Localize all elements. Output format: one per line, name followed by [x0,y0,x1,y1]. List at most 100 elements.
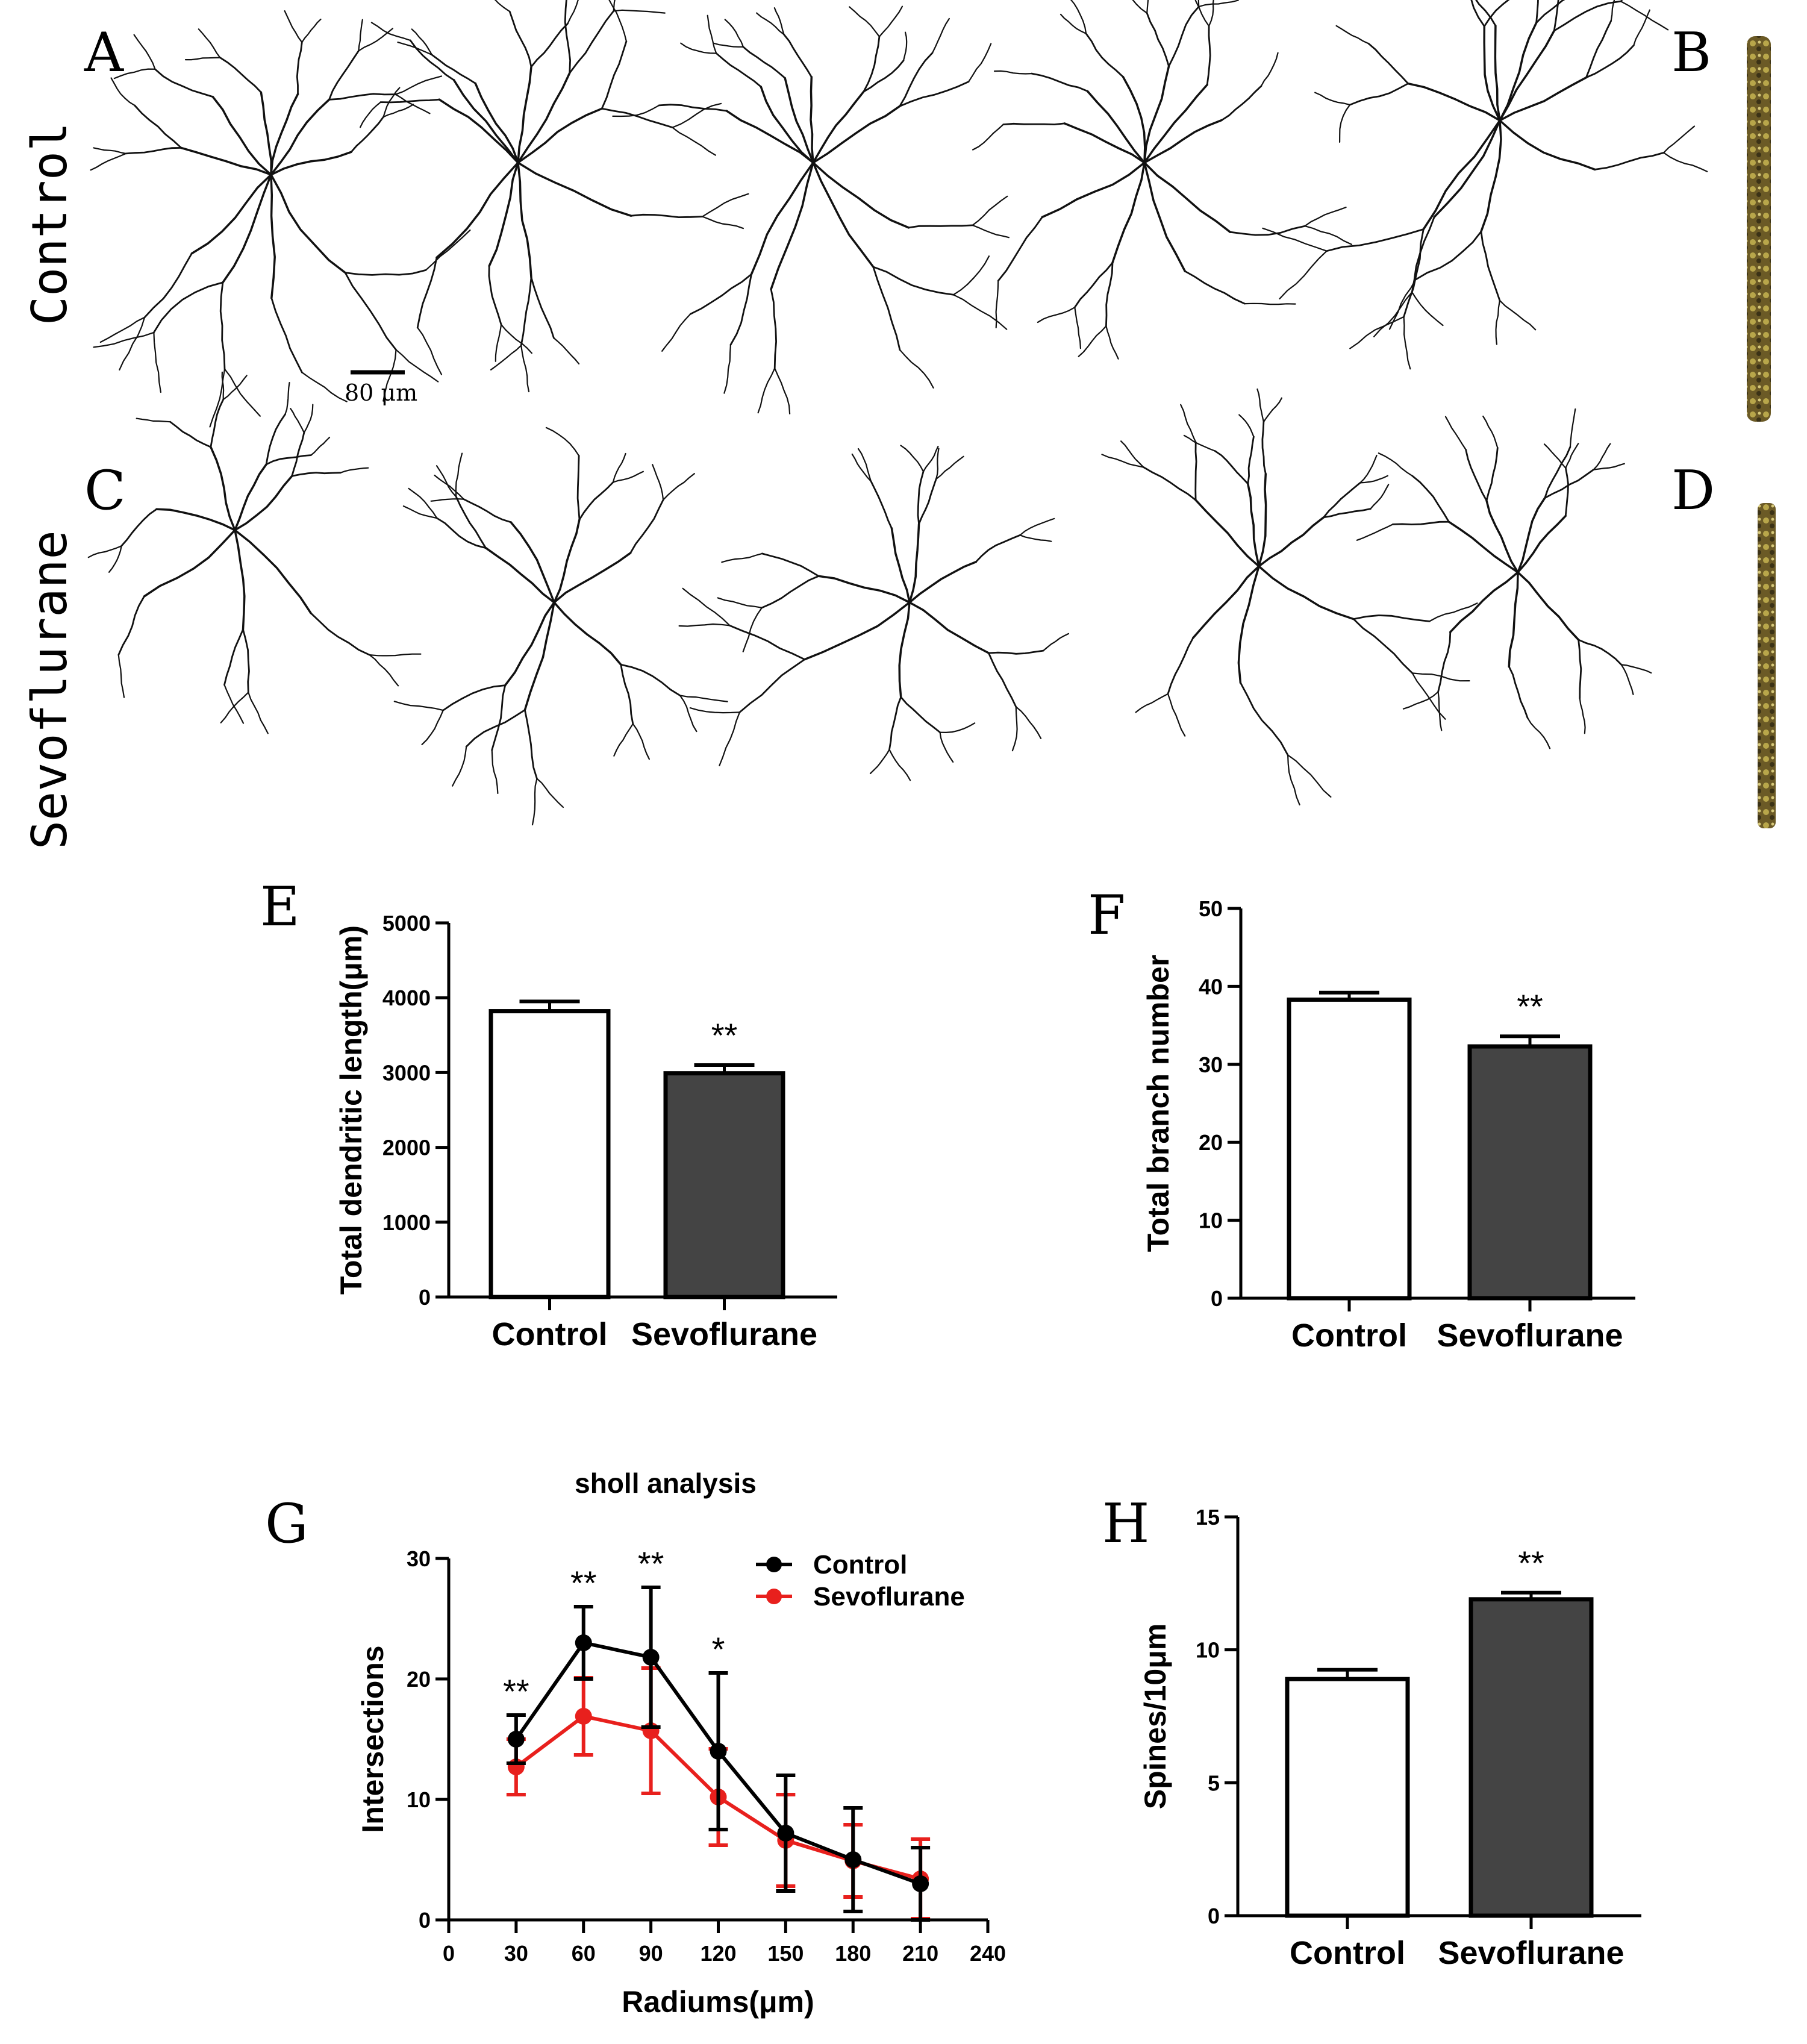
dendrite-branch [1585,44,1635,79]
y-tick-label: 20 [1199,1130,1223,1155]
dendrite-branch [1359,454,1378,484]
y-tick-label: 0 [419,1285,431,1310]
dendrite-branch [1323,508,1372,519]
dendrite-branch [408,487,438,519]
dendrite-branch [1287,754,1332,798]
dendrite-branch [219,57,262,93]
dendrite-branch [1168,5,1200,67]
dendrite-branch [517,66,532,164]
chart-total-dendritic-length: 0 1000 2000 3000 4000 5000 Control Sevoflurane *… [334,911,837,1352]
dendrite-branch [760,86,814,164]
dendrite-branch [536,778,564,808]
dendrite-branch [242,628,250,693]
dendrite-branch [1326,228,1425,252]
dendrite-branch [804,601,911,661]
legend-marker [766,1557,782,1572]
dendrite-branch [265,413,286,466]
dendrite-branch [761,552,820,577]
dendrite-branch [270,151,352,176]
dendrite-branch [1543,443,1567,469]
dendrite-branch [545,427,580,457]
dendrite-branch [93,331,155,348]
dendrite-branch [488,265,502,326]
y-tick-label: 50 [1199,896,1223,921]
dendrite-branch [1620,664,1634,695]
dendrite-branch [715,52,762,88]
category-label: Sevoflurane [1438,1935,1624,1971]
dendrite-branch [1508,571,1519,668]
dendrite-branch [1585,20,1612,79]
dendrite-branch [110,77,136,107]
chart-title: sholl analysis [575,1467,757,1499]
dendrite-branch [1031,72,1088,92]
dendrite-branch [1002,122,1066,126]
dendrite-branch [738,658,806,713]
dendrite-branch [613,723,634,757]
dendrite-branch [756,12,785,36]
dendrite-branch [1335,25,1369,45]
dendrite-branch [578,481,614,520]
dendrite-branch [1143,161,1232,233]
dendrite-branch [154,68,214,98]
dendrite-branch [569,10,615,74]
dendrite-branch [1105,261,1114,327]
dendrite-branch [260,91,273,176]
bar-control [1285,1677,1410,1918]
dendrite-branch [899,349,934,389]
y-tick-label: 10 [407,1787,431,1812]
dendrite-branch [1143,65,1170,164]
dendrite-branch [402,505,438,519]
dendrite-branch [899,81,970,107]
dendrite-branch [717,597,763,608]
dendrite-branch [234,475,293,531]
x-tick-label: 120 [700,1941,736,1966]
dendrite-branch [510,521,555,604]
y-tick-label: 0 [1208,1904,1220,1928]
significance-marker: ** [570,1564,597,1602]
significance-marker: ** [711,1016,738,1054]
dendrite-branch [1339,104,1351,143]
dendrite-branch [993,70,1033,75]
dendrite-spine-image-control [1747,36,1771,422]
dendrite-branch [750,161,814,275]
dendrite-branch [613,9,666,14]
bar-sevoflurane [663,1071,785,1299]
dendrite-branch [888,749,911,781]
dendrite-branch [810,76,814,164]
dendrite-branch [863,60,905,93]
dendrite-branch [1143,119,1223,164]
dendrite-branch [442,684,507,711]
dendrite-branch [1206,25,1211,86]
dendrite-branch [474,82,519,164]
dendrite-branch [87,545,122,558]
dendrite-branch [184,57,221,61]
dendrite-branch [1323,482,1361,519]
dendrite-branch [1258,565,1355,620]
dendrite-branch [310,612,370,656]
dendrite-branch [1565,443,1579,469]
dendrite-branch [265,454,312,466]
dendrite-branch [601,40,628,110]
dendrite-branch [742,46,786,79]
dendrite-branch [729,625,806,660]
dendrite-branch [358,28,393,52]
dendrite-branch [553,518,581,604]
dendrite-branch [210,398,225,448]
data-point-control [642,1649,660,1666]
dendrite-branch [495,323,502,362]
dendrite-branch [729,273,752,346]
dendrite-branch [1663,125,1696,154]
dendrite-branch [1429,602,1478,622]
dendrite-branch [898,601,911,698]
dendrite-branch [680,42,717,54]
dendrite-branch [1367,42,1409,85]
dendrite-branch [872,266,955,296]
x-axis-title: Radiums(μm) [622,1985,814,2019]
dendrite-branch [1517,496,1546,574]
dendrite-branch [198,28,221,58]
dendrite-branch [169,420,212,448]
dendrite-branch [219,281,226,370]
panel-letter-e: E [260,875,300,939]
x-tick-label: 90 [639,1941,663,1966]
dendrite-branch [1499,299,1537,331]
